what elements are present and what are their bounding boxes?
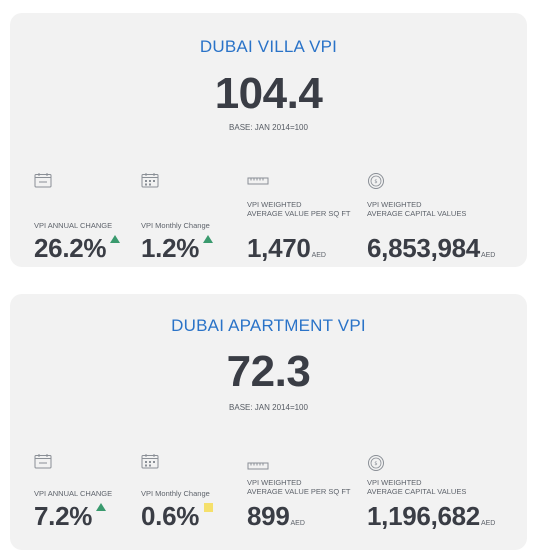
calendar-month-icon: [141, 173, 159, 188]
unit-label: AED: [311, 252, 326, 259]
card-title: DUBAI VILLA VPI: [199, 37, 338, 56]
stat-value: 7.2%: [34, 501, 107, 532]
unit-label: AED: [480, 252, 496, 259]
stat-value: 26.2%: [34, 233, 121, 264]
calendar-year-icon: [34, 173, 52, 188]
ruler-icon: [247, 462, 269, 470]
stat-value: 6,853,984AED: [367, 233, 496, 263]
stat-label: VPI Monthly Change: [141, 489, 210, 498]
stat-value: 1,470AED: [247, 233, 326, 263]
stat-label: VPI Monthly Change: [141, 221, 210, 230]
card-title: DUBAI APARTMENT VPI: [171, 316, 366, 335]
stat-value: 1.2%: [141, 233, 214, 264]
calendar-year-icon: [34, 454, 52, 469]
stat-label: VPI WEIGHTED AVERAGE VALUE PER SQ FT: [247, 200, 351, 218]
svg-text:$: $: [374, 179, 377, 185]
apartment-vpi-card: DUBAI APARTMENT VPI 72.3 BASE: JAN 2014=…: [10, 294, 527, 550]
unit-label: AED: [290, 520, 305, 527]
trend-up-arrow-icon: [96, 503, 107, 511]
base-note: BASE: JAN 2014=100: [229, 403, 308, 412]
coin-icon: $: [368, 173, 384, 189]
coin-icon: $: [368, 455, 384, 471]
stat-value: 899AED: [247, 501, 305, 531]
stat-label: VPI WEIGHTED AVERAGE VALUE PER SQ FT: [247, 478, 351, 496]
calendar-month-icon: [141, 454, 159, 469]
stat-label: VPI WEIGHTED AVERAGE CAPITAL VALUES: [367, 478, 467, 496]
trend-flat-square-icon: [204, 503, 214, 512]
stat-label: VPI ANNUAL CHANGE: [34, 489, 113, 498]
index-value: 104.4: [214, 69, 323, 118]
index-value: 72.3: [226, 347, 311, 396]
svg-text:$: $: [374, 461, 377, 467]
stat-label: VPI WEIGHTED AVERAGE CAPITAL VALUES: [367, 200, 467, 218]
stat-value: 0.6%: [141, 501, 214, 532]
trend-up-arrow-icon: [203, 235, 214, 243]
base-note: BASE: JAN 2014=100: [229, 123, 308, 132]
stat-value: 1,196,682AED: [367, 501, 496, 531]
ruler-icon: [247, 177, 269, 185]
stat-label: VPI ANNUAL CHANGE: [34, 221, 113, 230]
trend-up-arrow-icon: [110, 235, 121, 243]
villa-vpi-card: DUBAI VILLA VPI 104.4 BASE: JAN 2014=100…: [10, 13, 527, 267]
unit-label: AED: [480, 520, 496, 527]
